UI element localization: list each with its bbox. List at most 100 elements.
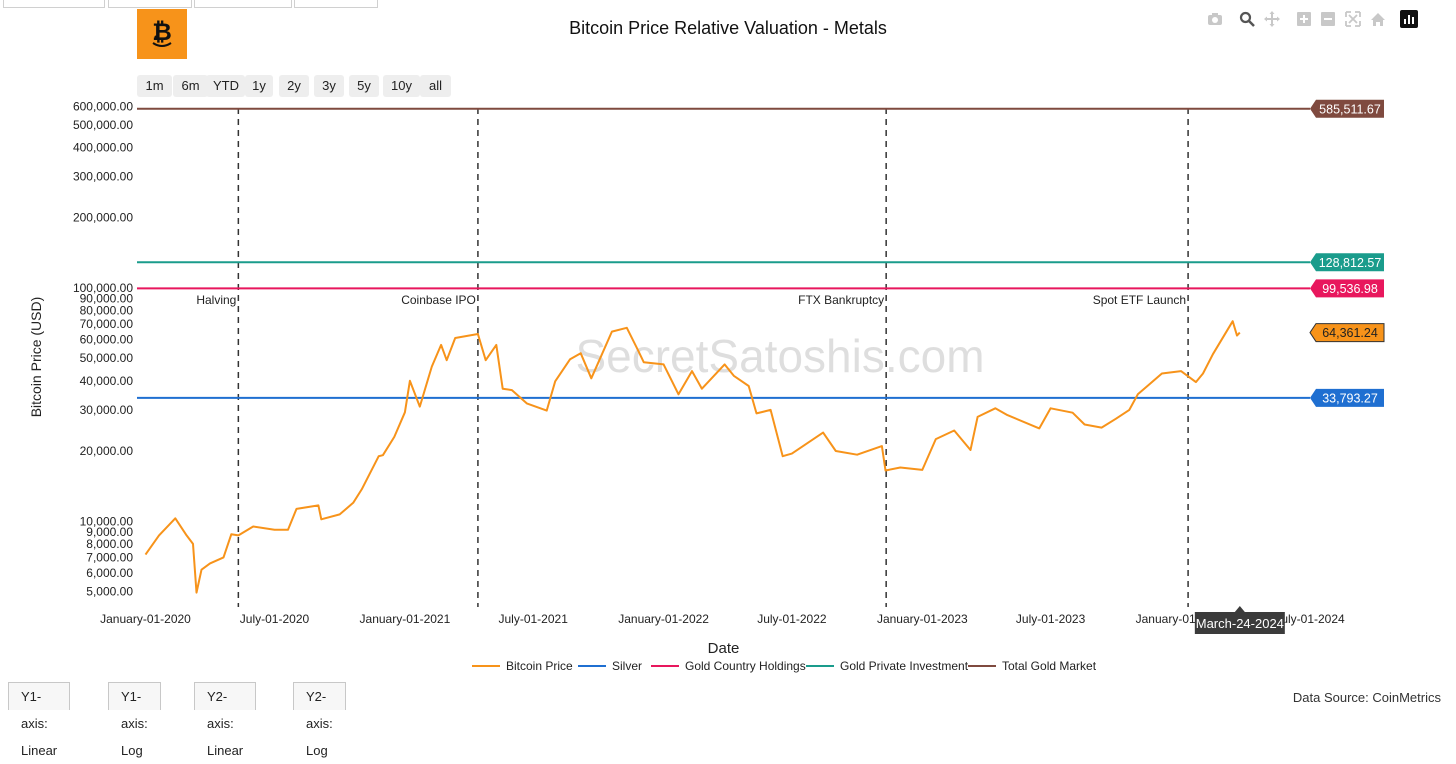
top-tab[interactable] [3, 0, 105, 8]
pan-icon[interactable] [1262, 9, 1282, 29]
y-tick-label: 50,000.00 [80, 351, 134, 365]
event-label: Halving [196, 293, 236, 307]
top-tab[interactable] [108, 0, 192, 8]
value-label: 99,536.98 [1310, 279, 1384, 298]
hover-date-label: March-24-2024 [1194, 606, 1285, 634]
y-tick-label: 90,000.00 [80, 292, 134, 306]
data-source-note: Data Source: CoinMetrics [1292, 690, 1441, 705]
legend-swatch [806, 665, 834, 667]
range-button-10y[interactable]: 10y [383, 75, 420, 97]
chart-canvas[interactable]: SecretSatoshis.com 5,000.00 6,000.00 7,000.… [0, 0, 1456, 709]
top-tab-strip [0, 0, 380, 8]
x-tick-label: July-01-2021 [499, 612, 569, 626]
y-tick-label: 70,000.00 [80, 317, 134, 331]
tab-y1-linear[interactable]: Y1-axis: Linear [8, 682, 71, 758]
legend: Bitcoin Price Silver Gold Country Holdin… [0, 657, 1456, 675]
value-label-text: 99,536.98 [1322, 282, 1378, 296]
range-button-1y[interactable]: 1y [245, 75, 273, 97]
y-tick-label: 600,000.00 [73, 99, 133, 113]
value-label-box [1310, 253, 1384, 272]
top-tab[interactable] [194, 0, 292, 8]
legend-label: Bitcoin Price [506, 659, 573, 673]
watermark: SecretSatoshis.com [575, 330, 984, 382]
hover-date-text: March-24-2024 [1196, 616, 1284, 631]
legend-swatch [968, 665, 996, 667]
value-label: 33,793.27 [1310, 388, 1384, 407]
x-tick-label: January-01-2022 [618, 612, 709, 626]
value-label: 128,812.57 [1310, 253, 1384, 272]
x-tick-label: July-01-2020 [240, 612, 310, 626]
y-tick-label: 400,000.00 [73, 140, 133, 154]
x-axis-title: Date [708, 640, 740, 657]
chart-title: Bitcoin Price Relative Valuation - Metal… [569, 18, 887, 38]
y-tick-label: 30,000.00 [80, 403, 134, 417]
event-label: Coinbase IPO [401, 293, 476, 307]
autoscale-icon[interactable] [1343, 9, 1363, 29]
range-button-2y[interactable]: 2y [279, 75, 309, 97]
value-label-text: 33,793.27 [1322, 391, 1378, 405]
event-label: FTX Bankruptcy [798, 293, 884, 307]
y-tick-label: 6,000.00 [86, 566, 133, 580]
top-tab[interactable] [294, 0, 378, 8]
y-tick-label: 40,000.00 [80, 374, 134, 388]
plotly-logo-icon[interactable] [1399, 9, 1419, 29]
range-button-6m[interactable]: 6m [173, 75, 208, 97]
y-tick-label: 10,000.00 [80, 514, 134, 528]
y-tick-label: 80,000.00 [80, 304, 134, 318]
hover-date-pointer [1234, 606, 1245, 612]
home-icon[interactable] [1368, 9, 1388, 29]
range-button-3y[interactable]: 3y [314, 75, 344, 97]
x-tick-label: July-01-2022 [757, 612, 827, 626]
tab-y2-log[interactable]: Y2-axis: Log [293, 682, 346, 758]
zoom-icon[interactable] [1237, 9, 1257, 29]
legend-label: Gold Country Holdings [685, 659, 806, 673]
x-tick-label: July-01-2024 [1275, 612, 1345, 626]
y-tick-label: 100,000.00 [73, 281, 133, 295]
legend-label: Gold Private Investment [840, 659, 969, 673]
y-tick-label: 60,000.00 [80, 333, 134, 347]
value-label-box [1310, 388, 1384, 407]
y-tick-label: 9,000.00 [86, 525, 133, 539]
range-button-1m[interactable]: 1m [137, 75, 172, 97]
legend-swatch [651, 665, 679, 667]
x-tick-label: January-01-2020 [100, 612, 191, 626]
value-label: 64,361.24 [1309, 323, 1385, 343]
y-tick-label: 5,000.00 [86, 585, 133, 599]
legend-item-gold-country-holdings[interactable]: Gold Country Holdings [651, 657, 806, 675]
value-label-text: 128,812.57 [1319, 256, 1382, 270]
y-tick-label: 8,000.00 [86, 537, 133, 551]
legend-item-gold-private-investment[interactable]: Gold Private Investment [806, 657, 968, 675]
legend-swatch [578, 665, 606, 667]
range-button-ytd[interactable]: YTD [206, 75, 245, 97]
legend-label: Total Gold Market [1002, 659, 1097, 673]
legend-item-bitcoin-price[interactable]: Bitcoin Price [472, 657, 573, 675]
y-axis-title: Bitcoin Price (USD) [28, 297, 44, 418]
event-label: Spot ETF Launch [1093, 293, 1186, 307]
range-button-all[interactable]: all [420, 75, 451, 97]
zoom-out-icon[interactable] [1318, 9, 1338, 29]
tab-y2-linear[interactable]: Y2-axis: Linear [194, 682, 257, 758]
x-tick-label: January-01-2023 [877, 612, 968, 626]
value-label-box [1310, 279, 1384, 298]
svg-text:₿: ₿ [152, 18, 172, 46]
zoom-in-icon[interactable] [1294, 9, 1314, 29]
bitcoin-logo-icon: ₿ [137, 9, 187, 59]
legend-item-total-gold-market[interactable]: Total Gold Market [968, 657, 1096, 675]
value-label-box [1309, 323, 1385, 343]
y-tick-label: 7,000.00 [86, 550, 133, 564]
legend-swatch [472, 665, 500, 667]
value-label-box [1310, 99, 1384, 118]
y-tick-label: 200,000.00 [73, 211, 133, 225]
value-label: 585,511.67 [1310, 99, 1384, 118]
range-button-5y[interactable]: 5y [349, 75, 379, 97]
y-tick-label: 500,000.00 [73, 118, 133, 132]
value-label-text: 585,511.67 [1319, 102, 1381, 116]
x-tick-label: January-01-2021 [360, 612, 451, 626]
tab-y1-log[interactable]: Y1-axis: Log [108, 682, 161, 758]
value-label-text: 64,361.24 [1322, 326, 1378, 340]
legend-item-silver[interactable]: Silver [578, 657, 642, 675]
y-tick-label: 300,000.00 [73, 170, 133, 184]
x-tick-label: July-01-2023 [1016, 612, 1086, 626]
hover-date-box [1194, 612, 1285, 634]
camera-icon[interactable] [1205, 9, 1225, 29]
